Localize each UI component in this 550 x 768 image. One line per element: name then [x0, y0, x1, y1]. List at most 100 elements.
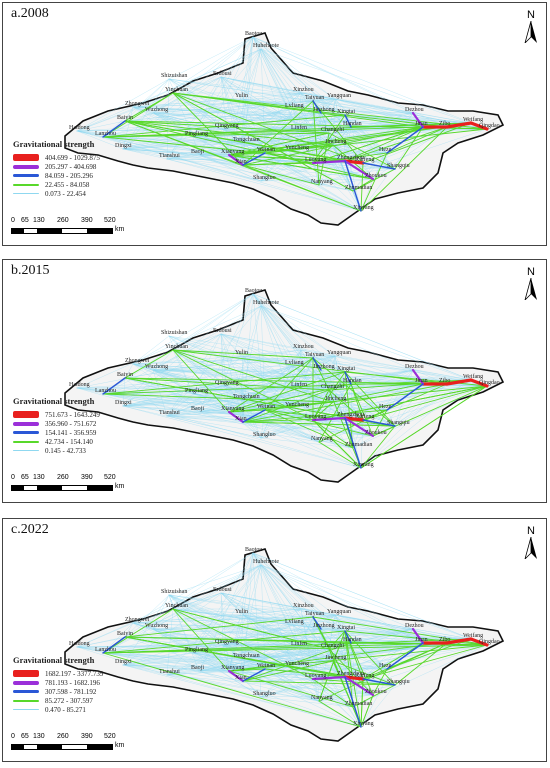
link-weak	[102, 349, 174, 395]
city-label: Huhehaote	[253, 43, 279, 49]
link-weak	[292, 365, 388, 411]
link-moderate	[102, 114, 346, 138]
link-weak	[242, 164, 396, 170]
link-weak	[360, 383, 448, 469]
link-weak	[312, 678, 362, 728]
link-weak	[122, 148, 168, 160]
legend-range-label: 22.455 - 84.058	[45, 180, 90, 189]
link-weak	[168, 594, 346, 678]
link-moderate	[360, 694, 374, 728]
city-label: Changzhi	[321, 384, 344, 390]
link-weak	[220, 333, 472, 381]
city-label: Erdousi	[213, 587, 232, 593]
link-weak	[260, 305, 488, 387]
legend-range-label: 205.297 - 404.698	[45, 162, 97, 171]
link-weak	[132, 100, 314, 108]
link-weak	[124, 112, 154, 122]
link-moderate	[102, 652, 362, 728]
link-moderate	[242, 642, 352, 682]
link-weak	[260, 696, 354, 708]
link-weak	[168, 78, 300, 132]
link-moderate	[332, 660, 354, 708]
link-weak	[102, 592, 222, 654]
link-weak	[152, 365, 294, 371]
link-strong	[362, 419, 396, 427]
link-weak	[102, 136, 362, 212]
link-moderate	[344, 126, 448, 162]
link-weak	[132, 106, 374, 180]
link-weak	[412, 369, 488, 387]
city-label: Yangquan	[327, 93, 351, 99]
link-strong	[242, 668, 266, 682]
legend-range-label: 751.673 - 1643.249	[45, 410, 100, 419]
link-weak	[152, 369, 448, 385]
city-label: Yangquan	[327, 350, 351, 356]
link-moderate	[332, 660, 396, 686]
link-weak	[132, 363, 330, 391]
city-label: Zhumadian	[345, 442, 372, 448]
legend-item: 85.272 - 307.597	[13, 696, 103, 705]
city-label: Jincheng	[325, 396, 346, 402]
link-weak	[242, 421, 354, 449]
link-weak	[260, 108, 294, 182]
link-weak	[172, 608, 424, 644]
link-weak	[172, 349, 242, 401]
city-label: Jinan	[415, 378, 428, 384]
link-strong	[312, 100, 322, 114]
city-label: Shangluo	[253, 691, 276, 697]
link-strong	[344, 676, 362, 728]
city-label: Yuncheng	[285, 402, 309, 408]
city-label: Xingtai	[337, 109, 355, 115]
link-weak	[260, 564, 314, 618]
link-weak	[252, 36, 336, 100]
scale-bar: 0 65 130 260 390 520 km	[11, 217, 131, 241]
link-weak	[124, 377, 354, 449]
city-label: Dezhou	[405, 107, 424, 113]
legend-range-label: 1682.197 - 3377.739	[45, 669, 104, 678]
link-moderate	[312, 401, 334, 421]
link-strong	[445, 637, 473, 645]
panel-title: c.2022	[11, 522, 49, 537]
city-label: Nanyang	[311, 179, 333, 185]
city-label: Kaifeng	[355, 672, 374, 679]
link-moderate	[350, 383, 364, 421]
legend-item: 154.141 - 356.959	[13, 428, 100, 437]
link-strong	[445, 121, 473, 129]
city-label: Baotou	[245, 31, 262, 37]
map-panel-2008: Baotou Huhehaote Erdousi Yulin Xinzhou Taiyua…	[2, 2, 547, 246]
link-strong	[411, 627, 425, 645]
link-weak	[222, 112, 322, 130]
link-strong	[312, 616, 322, 630]
link-weak	[312, 678, 374, 696]
legend-swatch	[13, 431, 39, 434]
link-moderate	[172, 608, 230, 672]
link-weak	[260, 178, 374, 182]
city-label: Dingxi	[115, 400, 132, 406]
city-label: Weifang	[463, 632, 483, 639]
link-moderate	[102, 122, 472, 138]
link-strong	[344, 371, 352, 385]
link-weak	[334, 614, 346, 632]
link-weak	[76, 48, 262, 132]
links-layer	[76, 552, 489, 728]
city-label: Luoyang	[305, 673, 326, 679]
link-moderate	[172, 608, 330, 650]
legend-swatch	[13, 440, 39, 443]
city-label: Yulin	[235, 93, 248, 99]
link-moderate	[102, 393, 334, 403]
link-weak	[76, 130, 104, 138]
north-arrow: N	[522, 525, 540, 564]
legend-range-label: 85.272 - 307.597	[45, 696, 93, 705]
city-label: Lanzhou	[95, 647, 116, 653]
link-weak	[312, 162, 320, 186]
link-moderate	[172, 349, 448, 385]
legend-range-label: 0.145 - 42.733	[45, 446, 86, 455]
link-moderate	[172, 92, 244, 166]
link-moderate	[318, 409, 388, 443]
link-weak	[168, 594, 354, 708]
link-weak	[132, 622, 472, 640]
link-moderate	[172, 92, 488, 130]
link-weak	[122, 148, 396, 170]
link-weak	[132, 552, 254, 624]
link-strong	[411, 111, 425, 129]
